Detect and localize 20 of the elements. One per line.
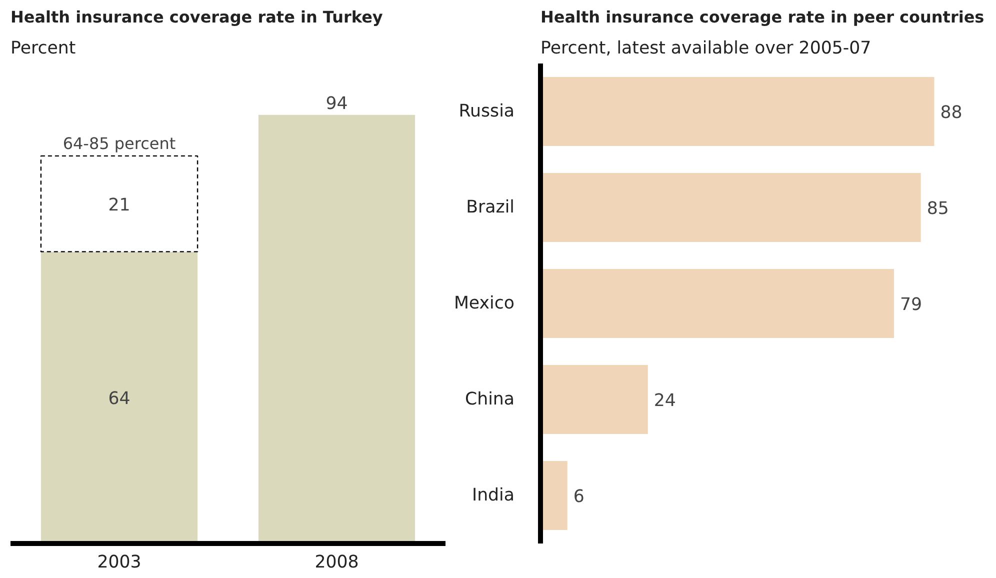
y-tick-label: India xyxy=(472,486,515,506)
data-label: 24 xyxy=(654,391,676,411)
y-tick-label: Mexico xyxy=(454,294,515,314)
data-label: 94 xyxy=(326,94,348,114)
y-tick-label: Russia xyxy=(458,102,514,122)
x-tick-label: 2008 xyxy=(314,552,359,572)
y-tick-label: Brazil xyxy=(466,198,515,218)
chart-title: Health insurance coverage rate in peer countries xyxy=(540,8,984,26)
data-label: 64 xyxy=(108,389,130,410)
data-label: 6 xyxy=(573,487,584,507)
y-tick-label: China xyxy=(465,390,515,410)
data-label: 85 xyxy=(926,199,949,219)
x-tick-label: 2003 xyxy=(97,552,142,572)
chart-subtitle: Percent xyxy=(10,38,76,58)
data-label: 21 xyxy=(108,195,130,216)
data-label: 79 xyxy=(900,295,922,315)
data-label: 88 xyxy=(940,103,962,123)
chart-title: Health insurance coverage rate in Turkey xyxy=(10,8,384,26)
chart-subtitle: Percent, latest available over 2005-07 xyxy=(540,38,872,58)
annotation: 64-85 percent xyxy=(62,134,176,153)
